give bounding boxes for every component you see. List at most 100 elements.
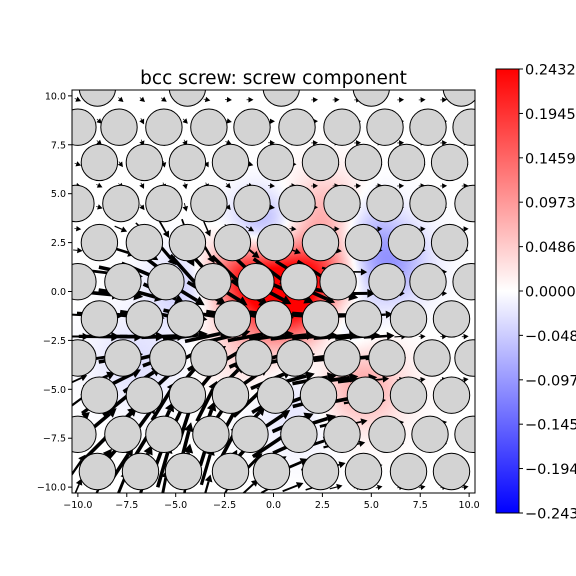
y-tick-label: −10.0 xyxy=(37,483,66,494)
displacement-arrow xyxy=(203,221,211,237)
y-tick-label: 0.0 xyxy=(51,287,66,298)
atom xyxy=(104,339,142,377)
atom xyxy=(301,452,340,491)
y-axis: −10.0 −7.5 −5.0 −2.5 0.0 2.5 5.0 7.5 10.0 xyxy=(37,91,72,494)
atom xyxy=(278,108,316,146)
atom xyxy=(323,415,361,453)
displacement-arrow xyxy=(225,139,232,145)
atom xyxy=(145,415,183,453)
atom xyxy=(366,184,404,223)
atom xyxy=(125,300,164,338)
displacement-arrow xyxy=(440,183,448,189)
displacement-arrow xyxy=(182,118,188,124)
x-tick-label: −7.5 xyxy=(115,500,138,511)
colorbar-tick-label: 0.0486 xyxy=(525,240,576,256)
atom xyxy=(301,143,340,182)
atom xyxy=(231,415,269,453)
displacement-arrow xyxy=(397,140,405,146)
colorbar-tick-label: 0.2432 xyxy=(525,63,576,79)
y-tick-label: −2.5 xyxy=(43,336,66,347)
displacement-arrow xyxy=(74,225,82,232)
atom xyxy=(430,143,469,182)
displacement-arrow xyxy=(282,482,304,493)
atom xyxy=(237,263,275,301)
atom xyxy=(235,339,273,377)
atom xyxy=(280,263,318,301)
displacement-arrow xyxy=(440,97,448,103)
displacement-arrow xyxy=(204,474,213,493)
atom xyxy=(344,452,383,491)
displacement-arrow xyxy=(375,484,383,491)
displacement-arrow xyxy=(354,183,362,189)
atom xyxy=(149,339,187,377)
displacement-arrow xyxy=(117,161,123,168)
atom xyxy=(168,223,207,262)
atom xyxy=(299,376,338,414)
atom xyxy=(254,300,293,338)
displacement-arrow xyxy=(182,182,188,190)
atom xyxy=(280,415,318,453)
y-tick-label: 2.5 xyxy=(51,238,66,249)
displacement-arrow xyxy=(96,204,103,210)
atom xyxy=(164,452,203,491)
atom xyxy=(262,90,300,107)
colorbar-tick-label: −0.0973 xyxy=(525,373,576,389)
displacement-arrow xyxy=(158,219,170,238)
atom xyxy=(278,184,316,223)
displacement-arrow xyxy=(354,140,362,146)
colorbar-ticks: 0.2432 0.1945 0.1459 0.0973 0.0486 0.0000 −0.0… xyxy=(519,63,576,523)
atom xyxy=(452,108,475,146)
atom xyxy=(211,376,250,414)
displacement-arrow xyxy=(397,97,405,103)
atom xyxy=(409,184,447,223)
atom xyxy=(168,376,207,414)
displacement-arrow xyxy=(225,96,232,103)
atom xyxy=(168,143,207,182)
displacement-arrow xyxy=(418,484,426,491)
atom xyxy=(387,223,426,262)
atom xyxy=(190,339,228,377)
y-tick-label: 7.5 xyxy=(51,140,66,151)
atom xyxy=(104,263,142,301)
displacement-arrow xyxy=(139,118,145,125)
atom xyxy=(323,184,361,223)
atom xyxy=(233,184,271,223)
atom xyxy=(432,452,471,491)
atom xyxy=(301,300,340,338)
displacement-arrow xyxy=(461,333,469,340)
displacement-arrow xyxy=(203,96,211,103)
atom xyxy=(256,143,295,182)
atom xyxy=(78,90,116,107)
x-tick-label: 10.0 xyxy=(459,500,480,511)
atom xyxy=(211,452,250,491)
colorbar-gradient xyxy=(495,68,520,514)
colorbar-tick-label: 0.1459 xyxy=(525,151,576,167)
displacement-arrow xyxy=(74,96,82,102)
atom xyxy=(125,143,164,182)
displacement-arrow xyxy=(160,96,167,102)
atom xyxy=(368,263,406,301)
displacement-arrow xyxy=(268,140,275,146)
displacement-arrow xyxy=(225,182,231,189)
colorbar-tick-label: 0.0973 xyxy=(525,196,576,212)
atom xyxy=(389,376,428,414)
atom xyxy=(344,300,383,338)
atom xyxy=(168,90,206,107)
atom xyxy=(121,452,160,491)
atom xyxy=(125,376,164,414)
x-tick-label: −2.5 xyxy=(213,500,236,511)
displacement-arrow xyxy=(96,182,103,188)
atom xyxy=(366,108,404,146)
atom xyxy=(213,300,252,338)
atom xyxy=(442,90,475,107)
displacement-arrow xyxy=(418,97,426,103)
displacement-arrow xyxy=(96,118,102,124)
colorbar-tick-label: −0.0486 xyxy=(525,329,576,345)
displacement-arrow xyxy=(329,483,343,490)
atom xyxy=(190,108,228,146)
displacement-arrow xyxy=(139,96,145,103)
atom xyxy=(344,143,383,182)
atom xyxy=(145,184,183,223)
atom xyxy=(166,300,205,338)
atom xyxy=(432,300,471,338)
